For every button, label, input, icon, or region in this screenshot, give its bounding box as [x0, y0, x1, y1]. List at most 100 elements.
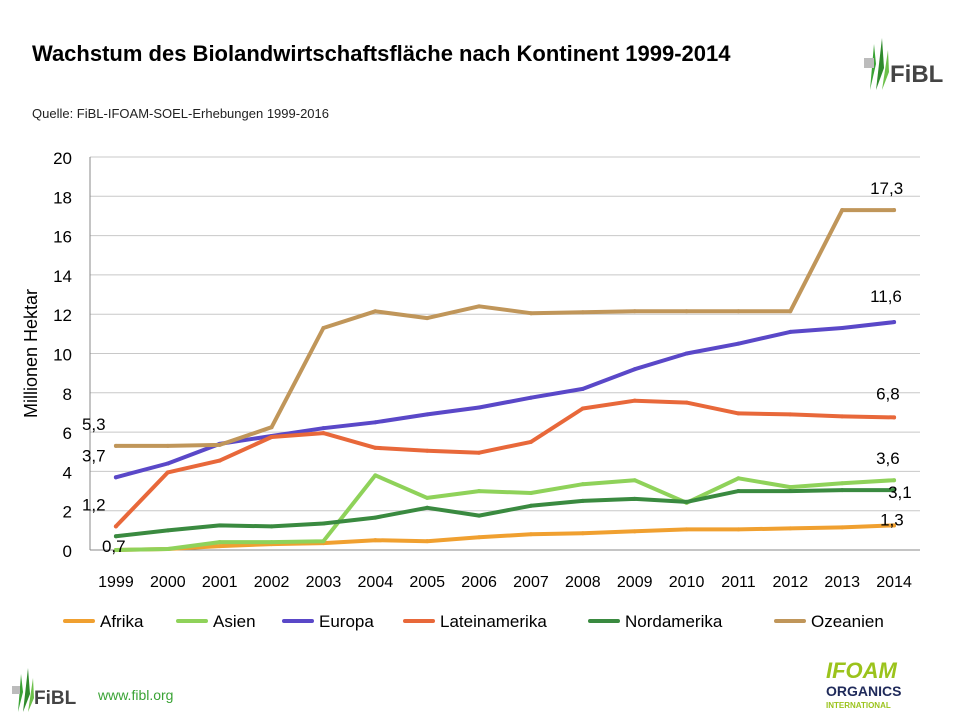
data-point-ozeanien	[425, 316, 430, 321]
ifoam-organics-logo: IFOAM ORGANICS INTERNATIONAL	[826, 658, 901, 710]
data-point-europa	[788, 329, 793, 334]
data-point-ozeanien	[892, 208, 897, 213]
data-point-nordamerika	[840, 488, 845, 493]
data-point-ozeanien	[580, 310, 585, 315]
y-tick-label: 10	[53, 346, 72, 365]
series-line-lateinamerika	[113, 398, 897, 529]
data-point-nordamerika	[632, 496, 637, 501]
series-line-asien	[113, 473, 897, 552]
data-label: 3,7	[82, 446, 106, 465]
legend-label: Afrika	[100, 612, 144, 631]
data-point-nordamerika	[528, 503, 533, 508]
data-point-lateinamerika	[580, 406, 585, 411]
data-point-lateinamerika	[477, 450, 482, 455]
data-point-ozeanien	[477, 304, 482, 309]
data-point-europa	[165, 461, 170, 466]
data-point-nordamerika	[165, 528, 170, 533]
ifoam-logo-line-3: INTERNATIONAL	[826, 701, 891, 710]
fibl-url-link[interactable]: www.fibl.org	[98, 687, 174, 703]
data-point-afrika	[892, 523, 897, 528]
data-point-asien	[269, 540, 274, 545]
legend-label: Ozeanien	[811, 612, 884, 631]
data-label: 17,3	[870, 179, 903, 198]
data-point-nordamerika	[373, 515, 378, 520]
y-tick-label: 12	[53, 306, 72, 325]
data-point-europa	[113, 475, 118, 480]
data-point-lateinamerika	[684, 400, 689, 405]
data-point-europa	[373, 420, 378, 425]
data-point-nordamerika	[269, 524, 274, 529]
y-tick-label: 4	[63, 463, 72, 482]
data-point-afrika	[217, 544, 222, 549]
data-point-ozeanien	[736, 309, 741, 314]
data-point-lateinamerika	[892, 415, 897, 420]
y-tick-label: 2	[63, 503, 72, 522]
data-point-asien	[788, 485, 793, 490]
x-tick-label: 2003	[306, 574, 342, 591]
data-point-afrika	[632, 529, 637, 534]
data-point-europa	[425, 412, 430, 417]
legend-label: Lateinamerika	[440, 612, 547, 631]
data-point-afrika	[477, 535, 482, 540]
data-point-ozeanien	[632, 309, 637, 314]
data-point-asien	[321, 539, 326, 544]
data-point-lateinamerika	[321, 431, 326, 436]
data-point-europa	[477, 405, 482, 410]
data-point-lateinamerika	[840, 414, 845, 419]
data-point-nordamerika	[684, 499, 689, 504]
data-point-nordamerika	[113, 534, 118, 539]
data-point-asien	[736, 476, 741, 481]
x-tick-label: 2010	[669, 574, 705, 591]
data-point-nordamerika	[788, 489, 793, 494]
legend-label: Europa	[319, 612, 374, 631]
data-point-ozeanien	[269, 425, 274, 430]
data-point-europa	[840, 325, 845, 330]
data-label: 1,3	[880, 510, 904, 529]
data-point-europa	[580, 386, 585, 391]
x-tick-label: 2007	[513, 574, 549, 591]
data-point-asien	[165, 547, 170, 552]
data-point-asien	[840, 481, 845, 486]
data-point-lateinamerika	[165, 470, 170, 475]
data-point-asien	[528, 491, 533, 496]
data-label: 6,8	[876, 384, 900, 403]
data-point-nordamerika	[321, 521, 326, 526]
data-point-lateinamerika	[788, 412, 793, 417]
y-tick-label: 6	[63, 424, 72, 443]
data-point-lateinamerika	[113, 524, 118, 529]
data-point-ozeanien	[113, 443, 118, 448]
data-point-asien	[580, 482, 585, 487]
fibl-logo-top: FiBL	[864, 38, 943, 90]
data-point-afrika	[840, 525, 845, 530]
x-tick-label: 2000	[150, 574, 186, 591]
x-tick-label: 2004	[358, 574, 394, 591]
data-point-ozeanien	[165, 443, 170, 448]
x-tick-label: 2006	[461, 574, 497, 591]
y-tick-label: 8	[63, 385, 72, 404]
data-point-europa	[736, 341, 741, 346]
data-point-afrika	[373, 538, 378, 543]
fibl-logo-top-text: FiBL	[890, 61, 943, 88]
data-point-asien	[217, 540, 222, 545]
data-point-afrika	[684, 527, 689, 532]
x-tick-label: 2001	[202, 574, 238, 591]
data-point-afrika	[580, 531, 585, 536]
ifoam-logo-line-1: IFOAM	[826, 658, 898, 683]
data-point-europa	[892, 320, 897, 325]
data-point-nordamerika	[580, 498, 585, 503]
data-point-asien	[477, 489, 482, 494]
data-point-ozeanien	[373, 309, 378, 314]
data-point-afrika	[788, 526, 793, 531]
legend-label: Nordamerika	[625, 612, 723, 631]
fibl-logo-bottom-text: FiBL	[34, 688, 77, 709]
data-point-europa	[684, 351, 689, 356]
data-label: 3,1	[888, 483, 912, 502]
data-point-nordamerika	[736, 489, 741, 494]
data-point-europa	[528, 395, 533, 400]
data-label: 3,6	[876, 449, 900, 468]
y-tick-label: 14	[53, 267, 72, 286]
legend-label: Asien	[213, 612, 256, 631]
data-point-europa	[321, 426, 326, 431]
y-tick-label: 18	[53, 188, 72, 207]
